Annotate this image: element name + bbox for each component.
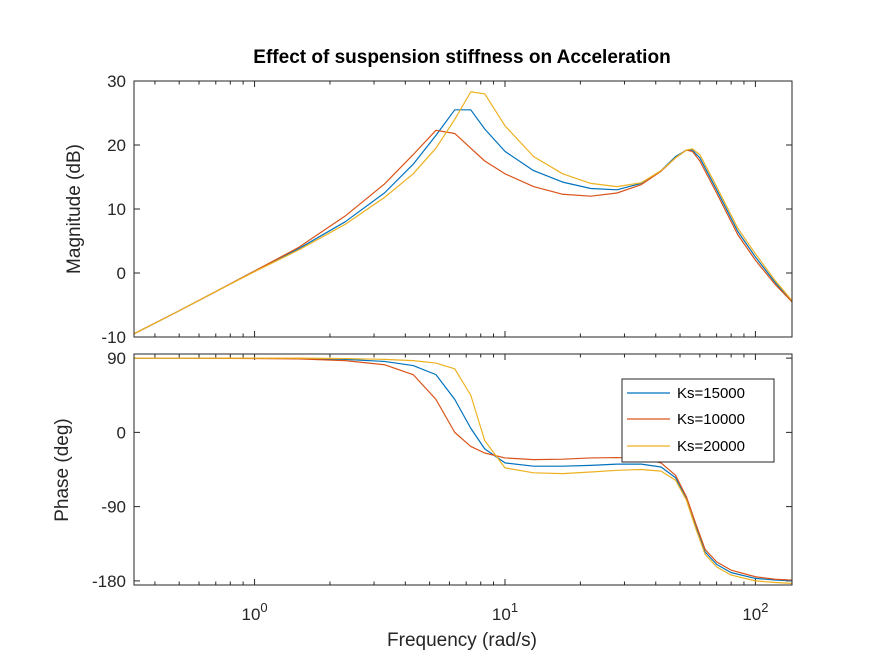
- phase-line-ks-20000: [134, 357, 792, 584]
- phase-y-axis-title: Phase (deg): [52, 418, 73, 522]
- phase-ticks: [134, 354, 792, 585]
- x-tick-label: 102: [742, 600, 768, 624]
- phase-axes-box: [133, 353, 793, 586]
- chart-title: Effect of suspension stiffness on Accele…: [253, 47, 670, 68]
- y-tick-label: 10: [107, 200, 126, 219]
- phase-panel: 90 0 -90 -180 Phase (deg) Ks=15000 Ks=10000…: [52, 349, 793, 591]
- y-tick-label: 90: [107, 349, 126, 368]
- y-tick-label: 0: [117, 423, 126, 442]
- magnitude-ytick-labels: 30 20 10 0 -10: [101, 72, 126, 347]
- y-tick-label: -90: [101, 498, 126, 517]
- x-axis-title: Frequency (rad/s): [387, 630, 537, 651]
- magnitude-axes-box: [133, 80, 793, 338]
- y-tick-label: 0: [117, 264, 126, 283]
- x-tick-labels: 100 101 102: [241, 600, 768, 624]
- magnitude-plot-area: [134, 81, 792, 337]
- legend: Ks=15000 Ks=10000 Ks=20000: [621, 378, 775, 463]
- phase-line-ks-15000: [134, 357, 792, 582]
- magnitude-line-ks-15000: [134, 109, 792, 335]
- legend-label-ks10000: Ks=10000: [677, 411, 745, 428]
- magnitude-panel: 30 20 10 0 -10 Magnitude (dB): [64, 72, 793, 347]
- magnitude-lines: [134, 91, 792, 335]
- y-tick-label: 30: [107, 72, 126, 91]
- phase-line-ks-10000: [134, 357, 792, 581]
- legend-label-ks20000: Ks=20000: [677, 438, 745, 455]
- y-tick-label: 20: [107, 136, 126, 155]
- phase-lines: [134, 357, 792, 584]
- x-tick-label: 100: [241, 600, 267, 624]
- phase-ytick-labels: 90 0 -90 -180: [92, 349, 126, 591]
- x-tick-label: 101: [492, 600, 518, 624]
- magnitude-y-axis-title: Magnitude (dB): [64, 144, 85, 274]
- y-tick-label: -10: [101, 328, 126, 347]
- magnitude-line-ks-20000: [134, 91, 792, 335]
- y-tick-label: -180: [92, 572, 126, 591]
- magnitude-line-ks-10000: [134, 129, 792, 335]
- legend-label-ks15000: Ks=15000: [677, 385, 745, 402]
